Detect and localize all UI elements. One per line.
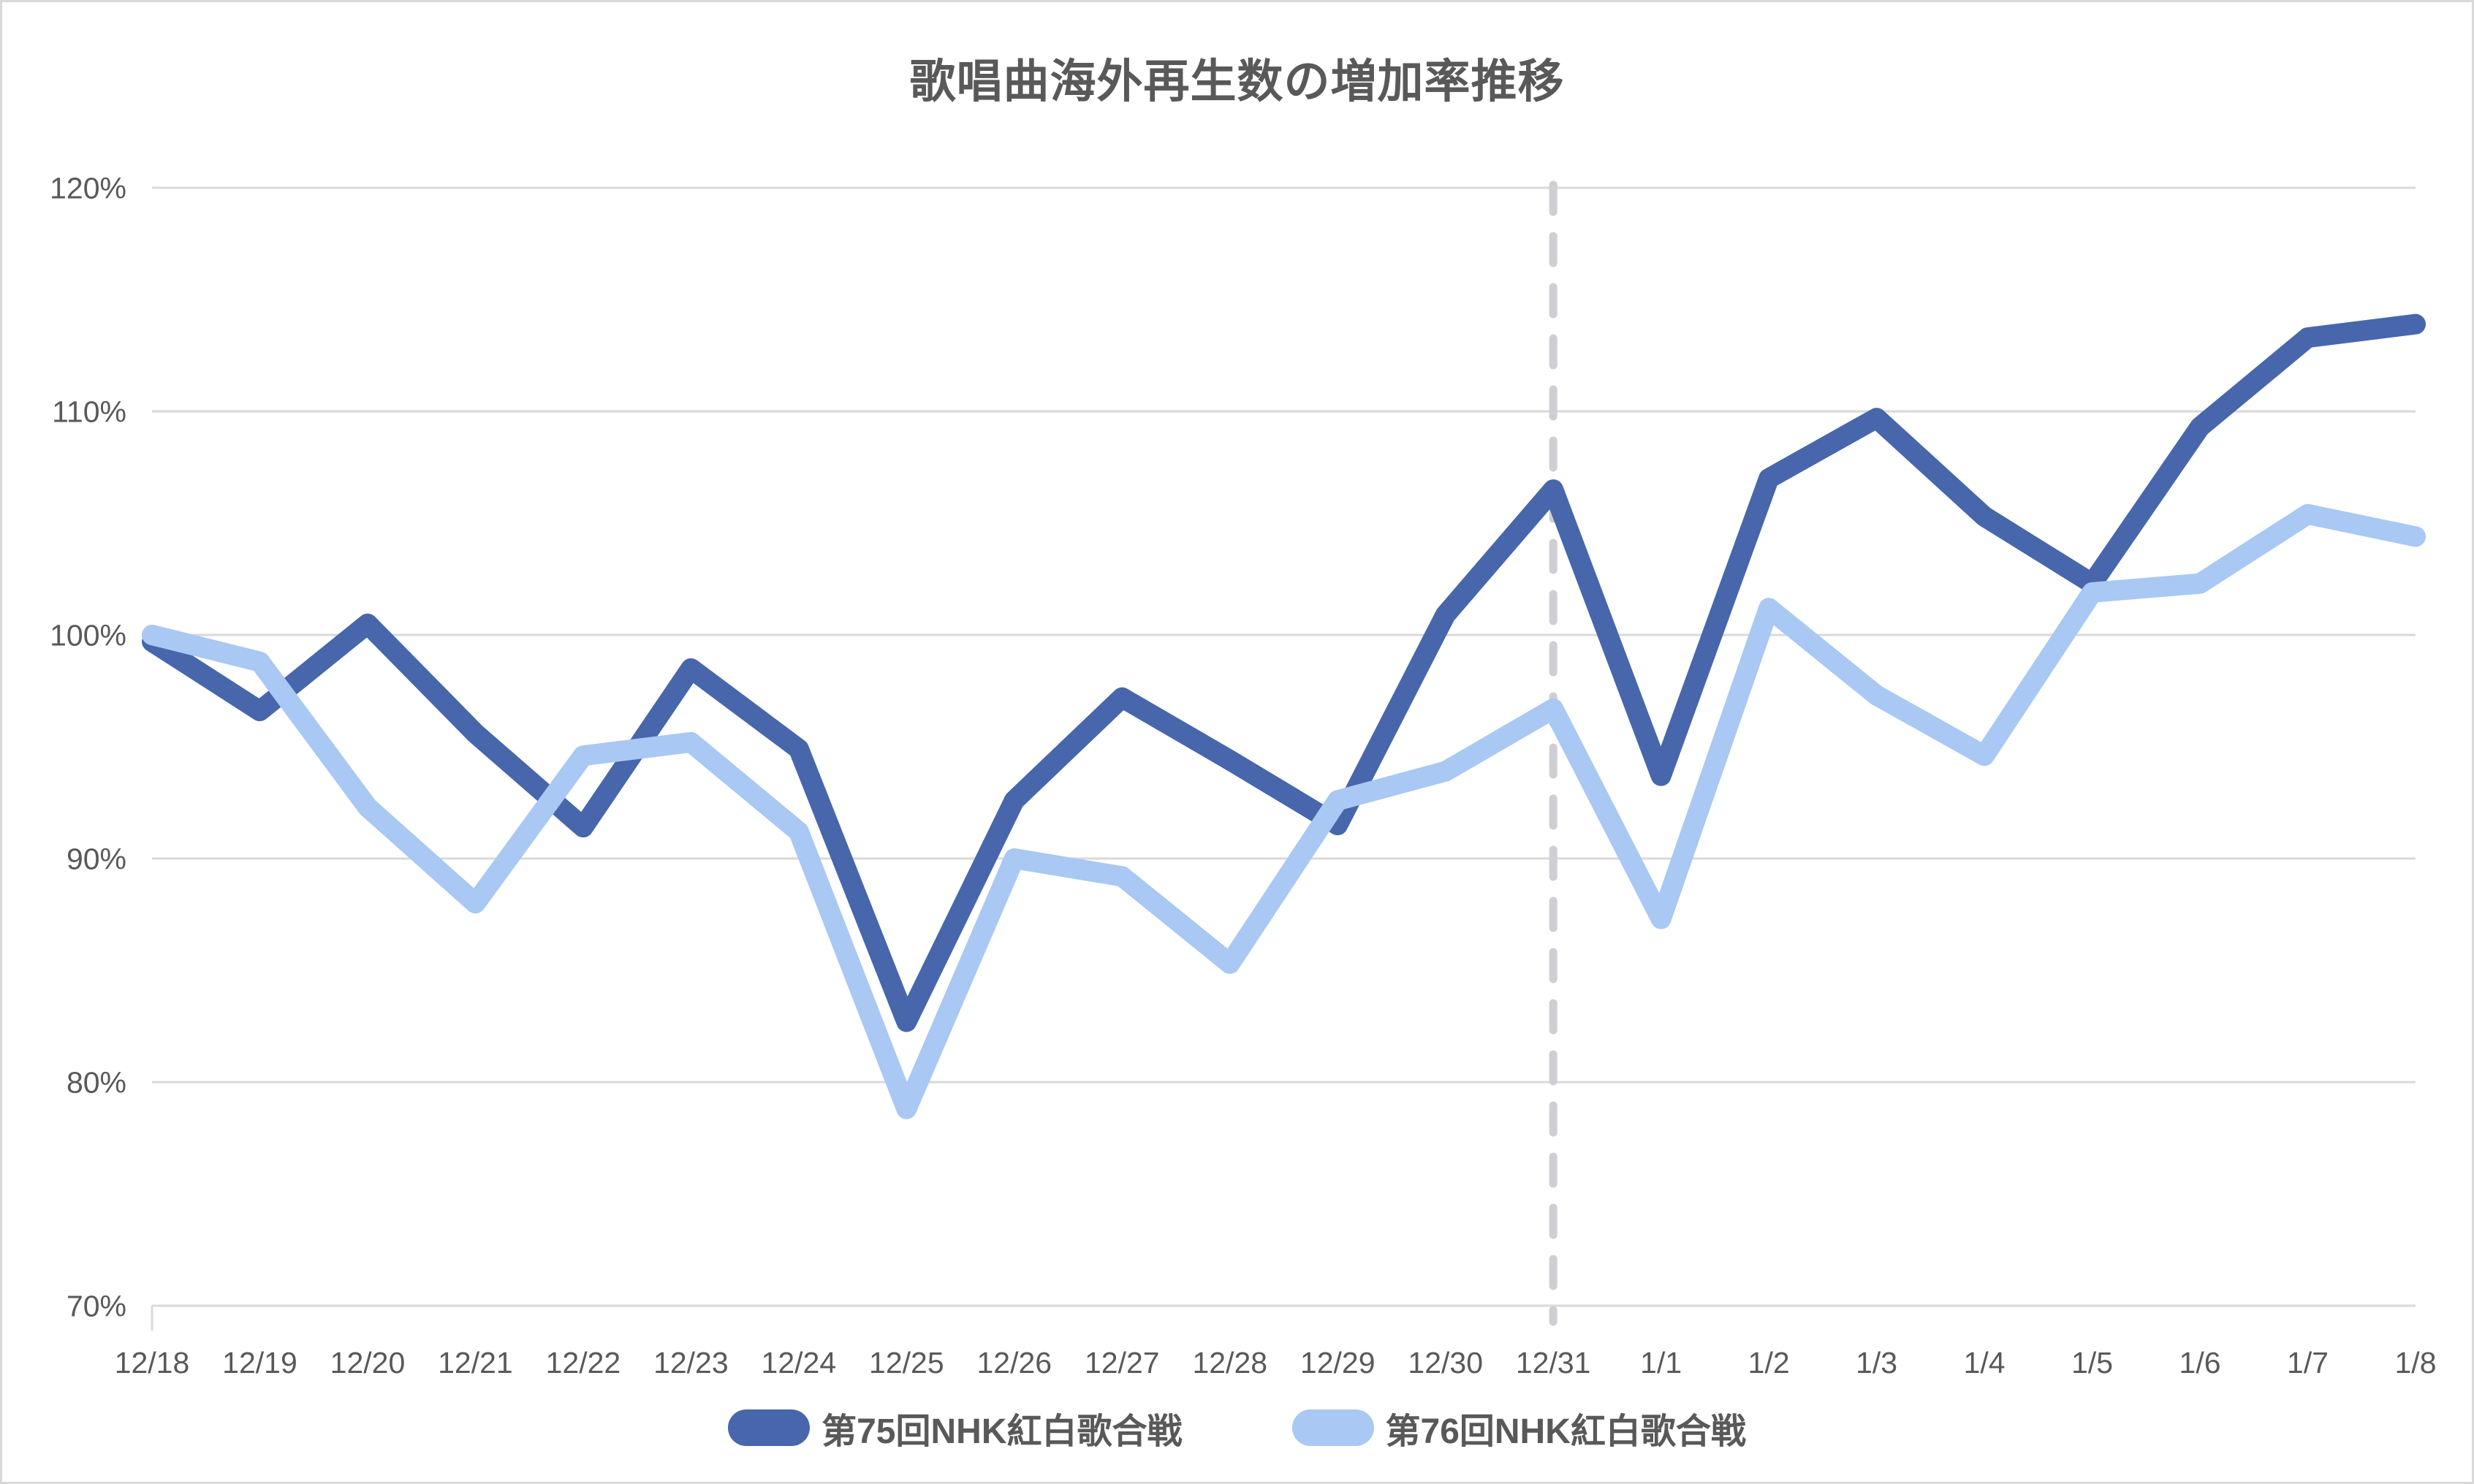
x-tick-label: 12/25	[869, 1346, 944, 1380]
x-tick-label: 1/2	[1748, 1346, 1790, 1380]
x-tick-label: 1/8	[2395, 1346, 2437, 1380]
series-line-76	[142, 503, 2426, 1119]
x-tick-label: 12/27	[1085, 1346, 1160, 1380]
x-tick-label: 12/22	[546, 1346, 621, 1380]
legend-swatch-series-75	[728, 1409, 811, 1446]
x-tick-label: 1/5	[2071, 1346, 2113, 1380]
x-tick-label: 1/7	[2287, 1346, 2329, 1380]
legend-item-series-76: 第76回NHK紅白歌合戦	[1291, 1402, 1746, 1453]
x-tick-label: 1/6	[2179, 1346, 2221, 1380]
legend-label-series-75: 第75回NHK紅白歌合戦	[821, 1412, 1183, 1451]
x-tick-label: 12/26	[977, 1346, 1052, 1380]
chart-title: 歌唱曲海外再生数の増加率推移	[909, 56, 1565, 107]
y-tick-label: 80%	[67, 1065, 126, 1099]
x-tick-label: 1/4	[1964, 1346, 2006, 1380]
y-tick-label: 70%	[67, 1289, 126, 1323]
x-tick-label: 12/20	[330, 1346, 406, 1380]
legend-swatch-series-76	[1291, 1409, 1374, 1446]
y-tick-label: 100%	[50, 618, 126, 652]
y-tick-label: 110%	[52, 395, 126, 428]
x-tick-label: 12/31	[1516, 1346, 1591, 1380]
x-tick-label: 12/18	[115, 1346, 190, 1380]
series-line-75	[142, 313, 2426, 1032]
x-tick-label: 12/19	[222, 1346, 297, 1380]
y-tick-label: 120%	[50, 171, 126, 205]
legend-item-series-75: 第75回NHK紅白歌合戦	[728, 1402, 1183, 1453]
x-tick-label: 12/24	[762, 1346, 837, 1380]
x-tick-label: 12/29	[1300, 1346, 1376, 1380]
y-tick-label: 90%	[67, 842, 126, 875]
x-tick-label: 12/28	[1192, 1346, 1267, 1380]
legend-label-series-76: 第76回NHK紅白歌合戦	[1385, 1412, 1746, 1451]
x-tick-label: 12/23	[653, 1346, 729, 1380]
chart-legend: 第75回NHK紅白歌合戦 第76回NHK紅白歌合戦	[2, 1402, 2472, 1453]
x-tick-label: 12/21	[438, 1346, 513, 1380]
x-tick-label: 1/1	[1640, 1346, 1682, 1380]
x-tick-label: 1/3	[1856, 1346, 1897, 1380]
x-tick-label: 12/30	[1408, 1346, 1483, 1380]
